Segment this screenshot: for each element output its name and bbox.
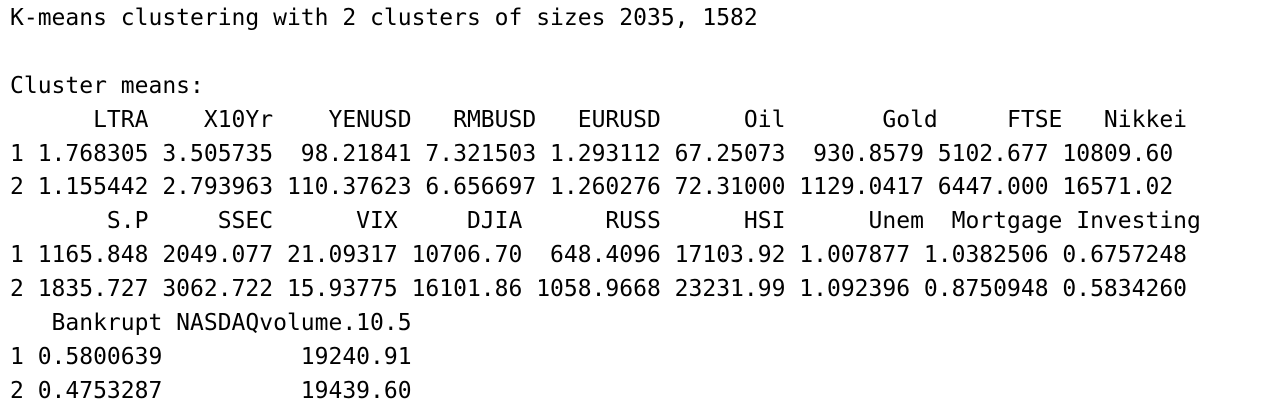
- means-table-row: 2 1835.727 3062.722 15.93775 16101.86 10…: [10, 276, 1188, 303]
- means-table-header-2: S.P SSEC VIX DJIA RUSS HSI Unem Mortgage…: [10, 208, 1201, 235]
- means-table-row: 1 1165.848 2049.077 21.09317 10706.70 64…: [10, 242, 1188, 269]
- means-table-header-1: LTRA X10Yr YENUSD RMBUSD EURUSD Oil Gold…: [10, 106, 1188, 133]
- means-table-header-3: Bankrupt NASDAQvolume.10.5: [10, 310, 412, 337]
- means-table-row: 1 0.5800639 19240.91: [10, 343, 412, 370]
- means-table-row: 1 1.768305 3.505735 98.21841 7.321503 1.…: [10, 140, 1174, 167]
- means-table-row: 2 1.155442 2.793963 110.37623 6.656697 1…: [10, 174, 1174, 201]
- r-console-output: K-means clustering with 2 clusters of si…: [10, 2, 1201, 409]
- blank-line: [10, 36, 1201, 70]
- cluster-means-label: Cluster means:: [10, 72, 204, 99]
- kmeans-summary-line: K-means clustering with 2 clusters of si…: [10, 5, 758, 31]
- means-table-row: 2 0.4753287 19439.60: [10, 377, 412, 404]
